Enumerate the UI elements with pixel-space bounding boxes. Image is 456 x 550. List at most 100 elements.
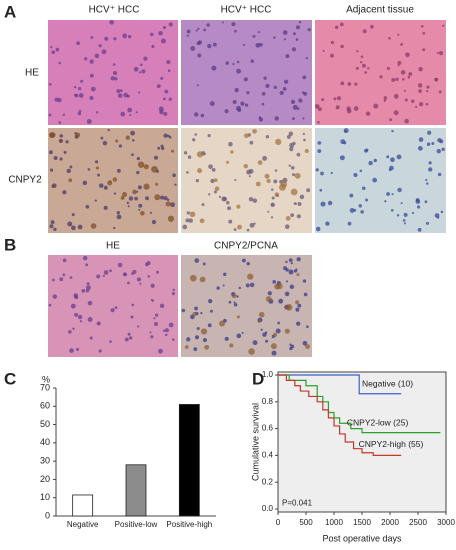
nucleus: [231, 22, 236, 27]
x-tick-label: 1000: [325, 518, 343, 527]
row-label: HE: [25, 68, 39, 79]
stain: [75, 132, 81, 138]
nucleus: [76, 41, 80, 45]
nucleus: [194, 335, 200, 340]
nucleus: [87, 317, 93, 322]
nucleus: [50, 220, 55, 225]
nucleus: [117, 262, 123, 268]
plot-area: [277, 371, 447, 513]
nucleus: [168, 322, 174, 328]
nucleus: [227, 206, 232, 211]
nucleus: [86, 119, 92, 125]
nucleus: [146, 261, 151, 266]
nucleus: [186, 34, 189, 37]
stain: [296, 273, 300, 277]
stain: [137, 161, 145, 168]
nucleus: [295, 38, 299, 41]
stain: [90, 223, 97, 229]
column-title: HE: [106, 241, 120, 252]
nucleus: [298, 98, 303, 103]
stain: [229, 343, 234, 348]
x-tick-label: 500: [299, 518, 313, 527]
nucleus: [81, 289, 86, 293]
nucleus: [441, 147, 445, 151]
nucleus: [339, 22, 344, 27]
nucleus: [402, 77, 405, 81]
nucleus: [246, 228, 250, 232]
nucleus: [404, 118, 409, 124]
survival-curve: [278, 374, 402, 456]
nucleus: [299, 194, 305, 200]
nucleus: [273, 36, 276, 39]
nucleus: [131, 303, 135, 307]
nucleus: [353, 106, 359, 111]
stain: [167, 215, 175, 222]
nucleus: [96, 274, 101, 279]
nucleus: [426, 142, 431, 146]
nucleus: [291, 47, 296, 52]
nucleus: [279, 90, 284, 96]
nucleus: [289, 343, 292, 346]
nucleus: [207, 43, 212, 49]
nucleus: [207, 134, 211, 138]
stain: [154, 194, 161, 201]
nucleus: [284, 224, 290, 230]
nucleus: [396, 214, 400, 217]
nucleus: [208, 193, 211, 196]
nucleus: [78, 109, 82, 113]
nucleus: [87, 300, 93, 306]
nucleus: [411, 99, 415, 103]
nucleus: [71, 213, 75, 217]
nucleus: [232, 62, 235, 66]
nucleus: [426, 182, 429, 185]
nucleus: [388, 168, 392, 172]
nucleus: [296, 321, 301, 326]
nucleus: [130, 315, 134, 319]
nucleus: [212, 42, 217, 47]
stain: [184, 345, 189, 349]
nucleus: [284, 291, 290, 297]
nucleus: [379, 75, 383, 79]
nucleus: [270, 202, 276, 208]
nucleus: [72, 327, 75, 330]
stain: [115, 139, 119, 143]
nucleus: [403, 89, 406, 92]
stain: [165, 201, 171, 207]
nucleus: [236, 295, 239, 298]
nucleus: [150, 283, 155, 288]
nucleus: [57, 97, 62, 103]
stain: [304, 149, 309, 154]
stain: [214, 186, 220, 192]
nucleus: [110, 76, 115, 81]
nucleus: [265, 83, 270, 89]
nucleus: [340, 139, 346, 145]
nucleus: [119, 89, 123, 93]
nucleus: [302, 340, 308, 346]
stain: [257, 160, 263, 165]
nucleus: [400, 42, 404, 46]
nucleus: [303, 292, 308, 297]
stain: [247, 273, 254, 280]
nucleus: [260, 328, 263, 331]
nucleus: [167, 134, 170, 138]
nucleus: [160, 38, 166, 44]
nucleus: [302, 132, 306, 136]
nucleus: [77, 224, 83, 230]
nucleus: [327, 200, 333, 206]
nucleus: [85, 263, 89, 267]
x-tick-label: 0: [276, 518, 281, 527]
stain: [294, 172, 301, 179]
stain: [258, 311, 265, 318]
stain: [49, 132, 56, 138]
nucleus: [248, 168, 254, 174]
nucleus: [360, 55, 364, 59]
nucleus: [282, 86, 287, 91]
stain: [200, 328, 208, 335]
nucleus: [82, 255, 88, 261]
nucleus: [69, 165, 73, 169]
nucleus: [187, 155, 192, 159]
nucleus: [55, 47, 60, 52]
nucleus: [386, 192, 390, 196]
stain: [120, 196, 125, 200]
nucleus: [225, 61, 229, 65]
